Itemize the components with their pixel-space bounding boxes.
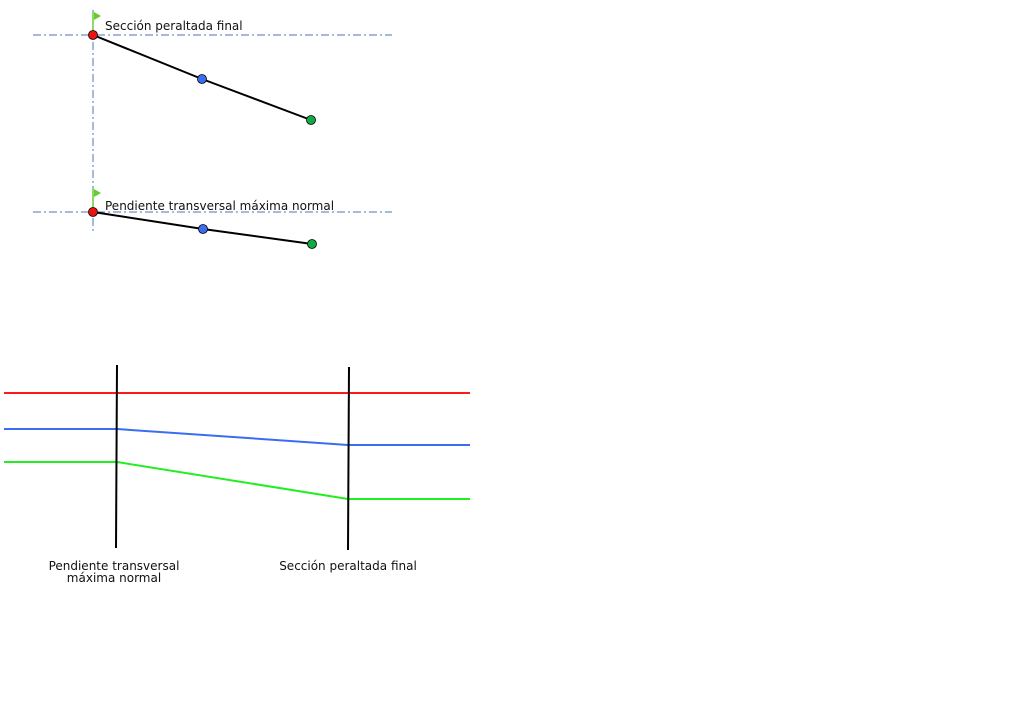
station-label-1-line1: Pendiente transversal: [49, 559, 180, 573]
section-superelevated-final: Sección peraltada final: [88, 12, 316, 125]
profile-diagram: Pendiente transversal máxima normal Secc…: [4, 364, 470, 585]
point-blue: [197, 74, 207, 84]
point-red: [88, 30, 98, 40]
profile-line-blue: [4, 428, 470, 446]
point-green: [306, 115, 316, 125]
station-line-1: [115, 364, 118, 549]
flag-icon: [92, 12, 101, 33]
point-green: [307, 239, 317, 249]
section-label: Sección peraltada final: [105, 19, 243, 33]
station-label-1-line2: máxima normal: [67, 571, 161, 585]
section-max-normal-slope: Pendiente transversal máxima normal: [88, 189, 334, 249]
station-label-2: Sección peraltada final: [279, 559, 417, 573]
section-label: Pendiente transversal máxima normal: [105, 199, 334, 213]
point-blue: [198, 224, 208, 234]
point-red: [88, 207, 98, 217]
flag-icon: [92, 189, 101, 210]
cross-section-diagram: Sección peraltada final Pendiente transv…: [33, 10, 392, 249]
profile-line-green: [4, 461, 470, 500]
station-line-2: [347, 366, 350, 551]
